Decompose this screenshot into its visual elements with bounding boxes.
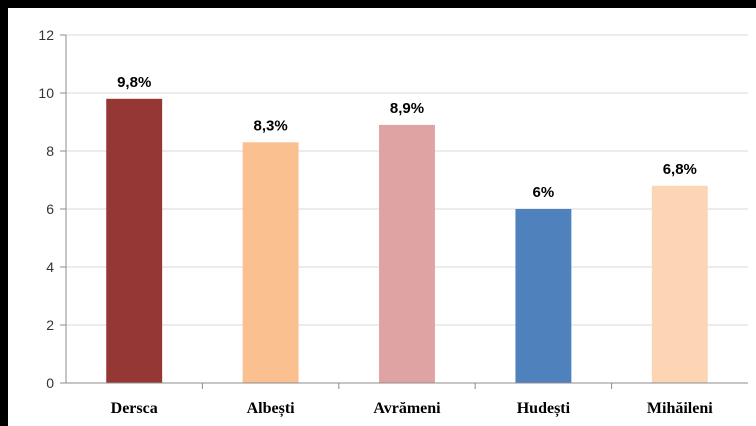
y-tick-label: 12 [38, 27, 54, 43]
x-tick-label: Hudești [517, 400, 571, 418]
bar-avrămeni [379, 124, 435, 384]
x-tick-label: Albești [247, 400, 296, 418]
labels: 0 2 4 6 8 10 12 9,8% Dersca 8,3% Albești 8,9% Avrăme… [38, 27, 713, 418]
y-tick-label: 2 [46, 317, 54, 333]
chart-frame: 0 2 4 6 8 10 12 9,8% Dersca 8,3% Albești 8,9% Avrăme… [8, 8, 756, 426]
bar-chart: 0 2 4 6 8 10 12 9,8% Dersca 8,3% Albești 8,9% Avrăme… [38, 27, 748, 418]
y-tick-label: 8 [46, 143, 54, 159]
bars [106, 98, 708, 384]
data-label: 8,3% [253, 117, 287, 134]
x-tick-label: Mihăileni [647, 400, 713, 417]
bar-hudești [515, 209, 572, 383]
y-tick-label: 0 [46, 375, 54, 391]
y-tick-label: 6 [46, 201, 54, 217]
bar-dersca [106, 98, 163, 384]
bar-mihăileni [651, 185, 708, 383]
data-label: 8,9% [390, 100, 424, 117]
data-label: 6,8% [663, 161, 697, 178]
data-label: 6% [533, 184, 555, 201]
y-tick-label: 4 [46, 259, 54, 275]
y-tick-label: 10 [38, 85, 54, 101]
data-label: 9,8% [117, 74, 151, 91]
axes [60, 34, 748, 389]
x-tick-label: Avrămeni [373, 400, 441, 417]
bar-albești [242, 142, 299, 383]
x-tick-label: Dersca [111, 400, 158, 417]
